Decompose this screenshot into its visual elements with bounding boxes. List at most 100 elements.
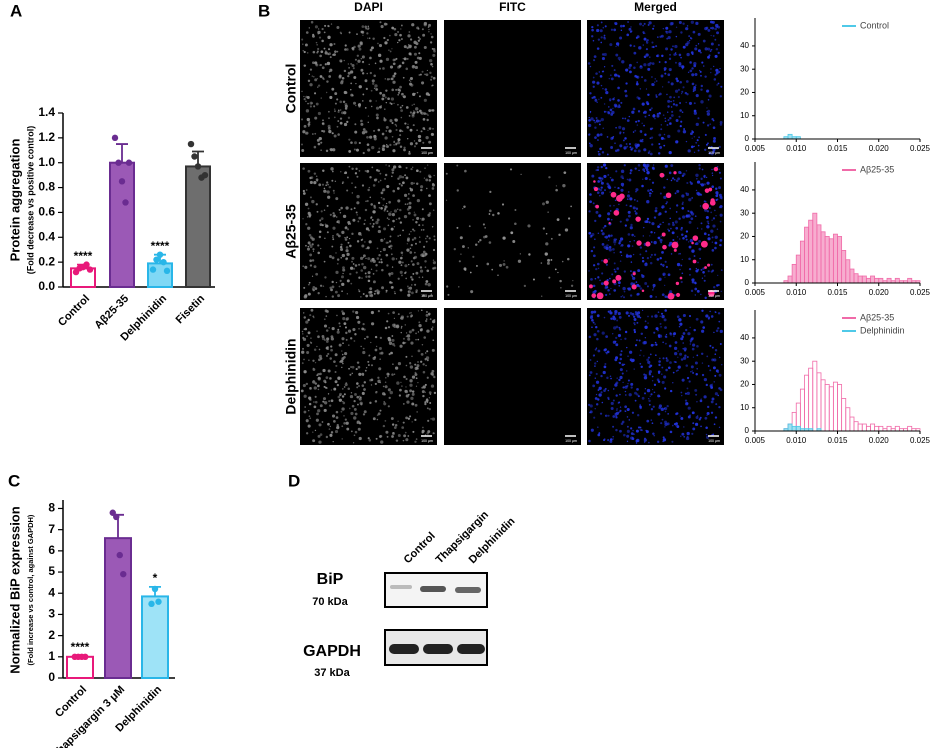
cell-dot <box>601 151 605 154</box>
cell-dot <box>548 176 551 179</box>
cell-dot <box>393 226 396 228</box>
cell-dot <box>382 424 386 428</box>
cell-dot <box>302 167 305 170</box>
cell-dot <box>716 228 719 231</box>
cell-dot <box>613 28 617 32</box>
cell-dot <box>430 35 434 39</box>
cell-dot <box>355 315 360 320</box>
cell-dot <box>690 371 692 373</box>
cell-dot <box>695 416 699 420</box>
cell-dot <box>672 424 674 427</box>
cell-dot <box>416 411 418 413</box>
cell-dot <box>635 429 639 433</box>
cell-dot <box>672 223 675 227</box>
cell-dot <box>312 50 316 54</box>
cell-dot <box>683 435 686 438</box>
cell-dot <box>681 258 683 261</box>
cell-dot <box>620 254 623 257</box>
cell-dot <box>330 431 334 434</box>
cell-dot <box>704 26 708 31</box>
cell-dot <box>602 88 604 90</box>
cell-dot <box>351 47 355 50</box>
cell-dot <box>325 149 329 153</box>
cell-dot <box>365 294 369 298</box>
cell-dot <box>509 168 513 171</box>
cell-dot <box>606 182 609 186</box>
lane-label: Control <box>402 530 438 566</box>
cell-dot <box>634 210 637 213</box>
cell-dot <box>639 65 642 68</box>
cell-dot <box>353 407 357 411</box>
cell-dot <box>367 188 370 192</box>
cell-dot <box>336 233 339 236</box>
cell-dot <box>421 386 424 389</box>
aggregate-dot <box>610 191 617 198</box>
cell-dot <box>317 388 320 391</box>
scale-bar-label: 100 µm <box>421 294 433 298</box>
cell-dot <box>331 256 335 260</box>
cell-dot <box>595 372 598 376</box>
cell-dot <box>405 386 407 388</box>
cell-dot <box>603 103 606 105</box>
cell-dot <box>673 335 675 337</box>
cell-dot <box>477 240 480 243</box>
protein-weight: 37 kDa <box>314 667 350 679</box>
cell-dot <box>612 435 614 438</box>
cell-dot <box>600 229 603 232</box>
cell-dot <box>656 112 659 116</box>
cell-dot <box>427 419 430 422</box>
cell-dot <box>717 70 721 74</box>
cell-dot <box>622 177 624 180</box>
cell-dot <box>675 26 678 28</box>
cell-dot <box>381 147 385 152</box>
cell-dot <box>301 330 304 333</box>
cell-dot <box>304 327 308 331</box>
cell-dot <box>311 243 314 246</box>
cell-dot <box>637 395 640 398</box>
cell-dot <box>719 177 722 180</box>
cell-dot <box>350 282 353 285</box>
cell-dot <box>642 32 645 35</box>
cell-dot <box>647 24 650 26</box>
cell-dot <box>617 56 621 60</box>
error-bar <box>116 143 128 163</box>
cell-dot <box>599 176 602 180</box>
cell-dot <box>696 191 700 195</box>
cell-dot <box>594 365 596 368</box>
cell-dot <box>674 192 677 195</box>
cell-dot <box>354 130 358 134</box>
cell-dot <box>397 235 399 237</box>
cell-dot <box>399 221 403 224</box>
cell-dot <box>663 133 666 136</box>
cell-dot <box>325 435 329 439</box>
cell-dot <box>661 373 663 375</box>
cell-dot <box>305 320 309 324</box>
data-point <box>86 266 94 273</box>
cell-dot <box>527 224 531 228</box>
cell-dot <box>319 54 322 58</box>
cell-dot <box>312 33 315 36</box>
cell-dot <box>363 223 366 225</box>
cell-dot <box>635 146 638 149</box>
cell-dot <box>641 76 643 79</box>
cell-dot <box>356 386 359 389</box>
cell-dot <box>653 434 656 437</box>
cell-dot <box>376 247 379 250</box>
x-tick-label: 0.015 <box>827 436 848 445</box>
cell-dot <box>609 311 613 315</box>
cell-dot <box>671 440 674 443</box>
cell-dot <box>348 67 350 69</box>
cell-dot <box>647 189 650 192</box>
cell-dot <box>404 324 406 326</box>
cell-dot <box>689 326 691 329</box>
cell-dot <box>319 223 323 227</box>
cell-dot <box>378 261 381 264</box>
cell-dot <box>337 395 341 399</box>
cell-dot <box>372 272 375 275</box>
cell-dot <box>605 335 609 339</box>
cell-dot <box>363 381 367 384</box>
cell-dot <box>688 314 692 318</box>
cell-dot <box>691 130 693 132</box>
cell-dot <box>348 31 351 34</box>
cell-dot <box>389 244 393 248</box>
